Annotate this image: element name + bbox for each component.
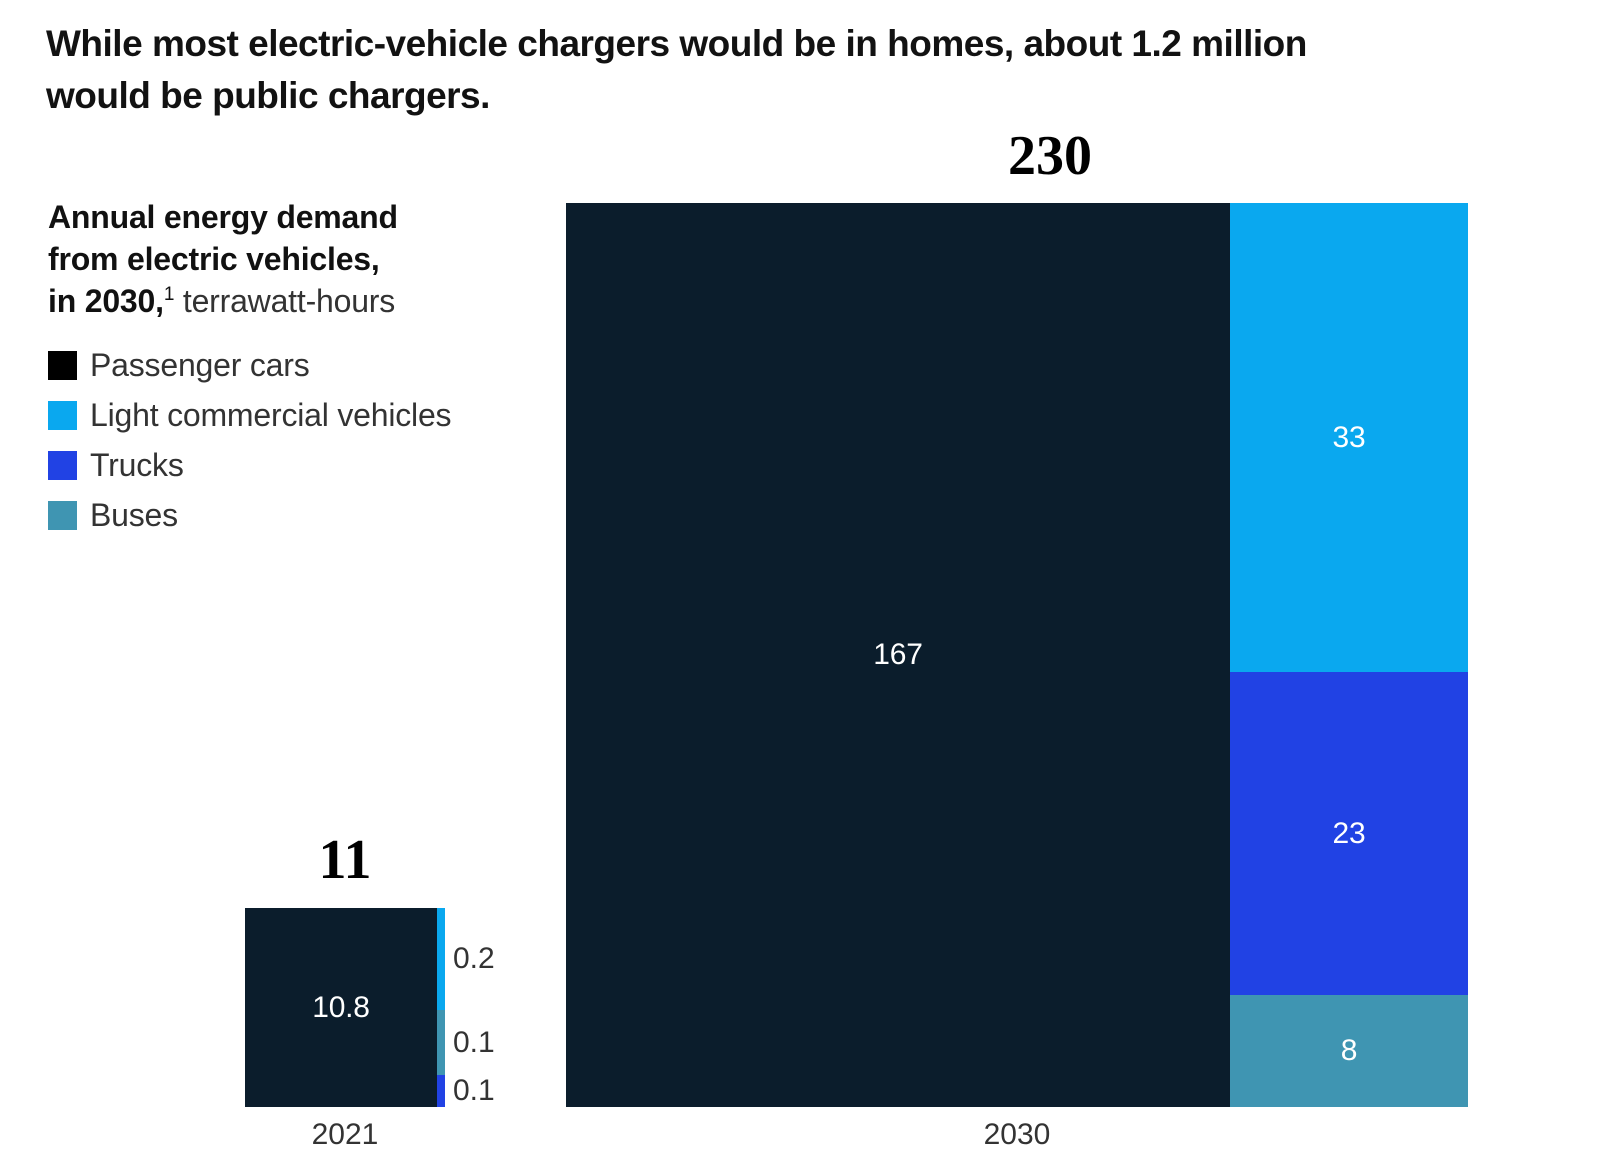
value-label-2030-trucks: 23 (1332, 816, 1366, 850)
value-label-2021-buses: 0.1 (453, 1025, 495, 1059)
legend-label-light-commercial-vehicles: Light commercial vehicles (90, 397, 452, 433)
bar-2030-light-commercial-vehicles: 33 (1230, 203, 1468, 672)
legend-swatch-passenger-cars (48, 351, 77, 380)
bar-2021-passenger-cars: 10.8 (245, 908, 437, 1107)
headline-line-1: While most electric-vehicle chargers wou… (46, 23, 1307, 64)
legend-swatch-light-commercial-vehicles (48, 401, 77, 430)
bar-2030-passenger-cars: 167 (566, 203, 1230, 1107)
value-label-2021-passenger-cars: 10.8 (312, 990, 370, 1024)
legend-swatch-trucks (48, 451, 77, 480)
headline-line-2: would be public chargers. (46, 75, 490, 116)
subtitle-line-1: Annual energy demand (48, 199, 398, 235)
value-label-2030-light-commercial-vehicles: 33 (1332, 420, 1366, 454)
legend-label-trucks: Trucks (90, 447, 184, 483)
legend-swatch-buses (48, 501, 77, 530)
value-label-2030-buses: 8 (1340, 1034, 1358, 1067)
bar-2021-buses (437, 1010, 445, 1075)
legend-label-buses: Buses (90, 497, 178, 533)
bar-2021-light-commercial-vehicles (437, 908, 445, 1010)
unit-label: terrawatt-hours (174, 283, 396, 319)
footnote-marker: 1 (163, 284, 175, 305)
legend-item-buses: Buses (48, 497, 451, 533)
bar-2021-trucks (437, 1075, 445, 1107)
legend: Passenger cars Light commercial vehicles… (48, 347, 452, 533)
value-label-2021-trucks: 0.1 (453, 1074, 495, 1107)
value-label-2021-light-commercial-vehicles: 0.2 (453, 942, 495, 975)
bar-2030-buses: 8 (1230, 995, 1468, 1107)
legend-item-light-commercial-vehicles: Light commercial vehicles (48, 397, 452, 433)
chart-subtitle: Annual energy demand from electric vehic… (48, 196, 518, 322)
value-label-2030-passenger-cars: 167 (873, 638, 923, 671)
total-label-2021: 11 (318, 829, 372, 891)
legend-label-passenger-cars: Passenger cars (90, 347, 310, 383)
legend-item-trucks: Trucks (48, 447, 451, 483)
subtitle-line-2: from electric vehicles, (48, 241, 380, 277)
subtitle-line-3: in 2030,1 terrawatt-hours (48, 283, 396, 319)
total-label-2030: 230 (1008, 125, 1092, 187)
bar-2030-trucks: 23 (1230, 672, 1468, 995)
chart-headline: While most electric-vehicle chargers wou… (46, 18, 1576, 122)
legend-item-passenger-cars: Passenger cars (48, 347, 451, 383)
axis-label-2021: 2021 (311, 1118, 379, 1151)
axis-label-2030: 2030 (983, 1118, 1051, 1151)
